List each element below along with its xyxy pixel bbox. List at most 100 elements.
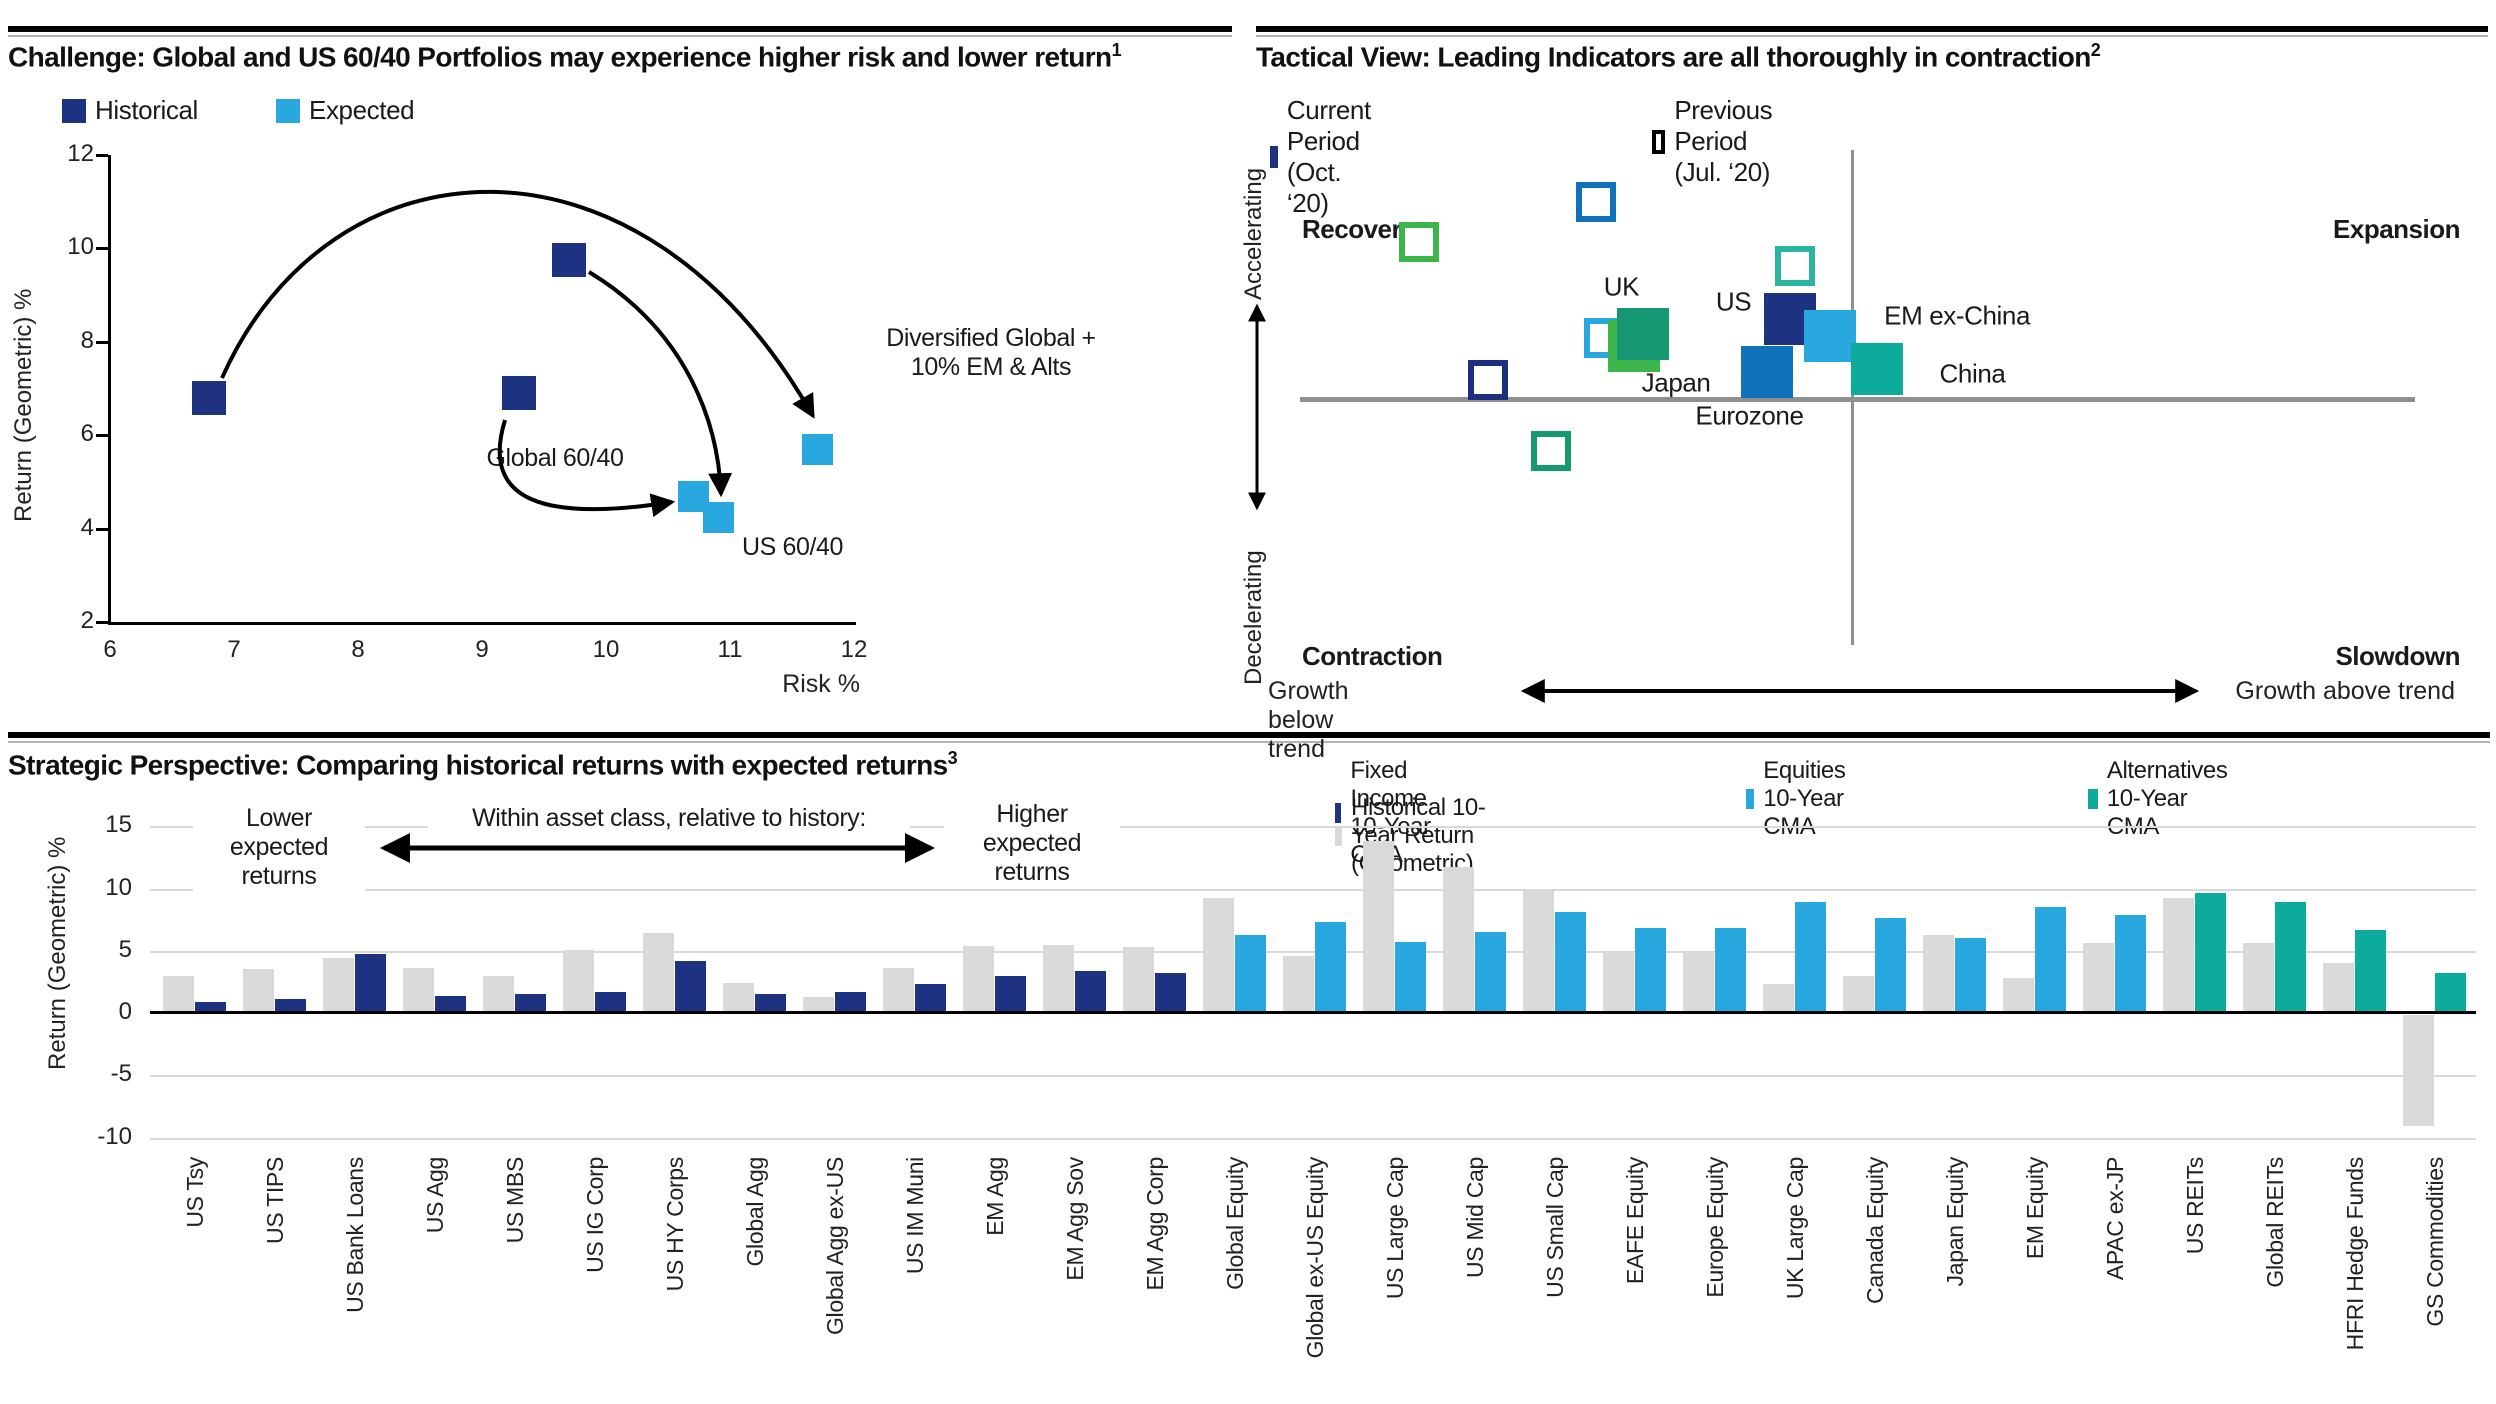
legend-swatch-current-period-oct-20 bbox=[1270, 146, 1278, 168]
marker-current-eurozone bbox=[1741, 345, 1794, 398]
marker-current-china bbox=[1850, 343, 1903, 396]
category-label-us-reits: US REITs bbox=[2182, 1157, 2208, 1255]
bar-historical-us-agg bbox=[403, 968, 434, 1013]
category-label-em-agg-sov: EM Agg Sov bbox=[1062, 1157, 1088, 1281]
bar-cma-em-agg-corp bbox=[1155, 973, 1186, 1013]
bar-historical-us-reits bbox=[2163, 898, 2194, 1013]
challenge-footnote-marker: 1 bbox=[1111, 40, 1122, 60]
bar-cma-global-reits bbox=[2275, 902, 2306, 1013]
category-label-global-agg-ex-us: Global Agg ex-US bbox=[822, 1157, 848, 1336]
scatter-x-tick-label-6: 6 bbox=[103, 636, 117, 663]
legend-item-historical-10-year-return-geometric: Historical 10-Year Return (Geometric) bbox=[1335, 794, 1486, 878]
bar-cma-eafe-equity bbox=[1635, 928, 1666, 1013]
legend-swatch-previous-period-jul-20 bbox=[1652, 129, 1666, 154]
tactical-title-text: Tactical View: Leading Indicators are al… bbox=[1256, 41, 2091, 73]
category-label-us-agg: US Agg bbox=[422, 1157, 448, 1234]
legend-item-alternatives-10-year-cma: Alternatives 10-Year CMA bbox=[2088, 757, 2238, 841]
category-label-us-small-cap: US Small Cap bbox=[1542, 1157, 1568, 1298]
quadrant-label-contraction: Contraction bbox=[1302, 641, 1443, 671]
scatter-y-axis-title: Return (Geometric) % bbox=[10, 288, 37, 522]
legend-swatch-fixed-income-10-year-cma bbox=[1335, 803, 1342, 823]
bar-cma-em-equity bbox=[2035, 907, 2066, 1013]
annotation-us-6040: US 60/40 bbox=[742, 533, 844, 561]
strategic-title: Strategic Perspective: Comparing histori… bbox=[8, 748, 1408, 781]
gridline--10 bbox=[150, 1137, 2476, 1140]
gridline-15 bbox=[150, 826, 2476, 829]
quadrant-label-slowdown: Slowdown bbox=[2335, 641, 2460, 671]
bar-historical-em-agg-sov bbox=[1043, 944, 1074, 1013]
bar-historical-hfri-hedge-funds bbox=[2323, 963, 2354, 1013]
tactical-title: Tactical View: Leading Indicators are al… bbox=[1256, 40, 2488, 73]
divider-bottom-gray bbox=[8, 741, 2490, 743]
legend-swatch-alternatives-10-year-cma bbox=[2088, 789, 2098, 809]
marker-label-em-ex-china: EM ex-China bbox=[1884, 300, 2031, 331]
marker-label-us: US bbox=[1715, 286, 1752, 317]
bar-historical-global-equity bbox=[1203, 898, 1234, 1013]
bar-y-tick-label-10: 10 bbox=[105, 873, 132, 901]
scatter-y-tick-label-12: 12 bbox=[67, 140, 94, 167]
scatter-x-tick-label-11: 11 bbox=[717, 636, 743, 663]
bar-zero-axis-line bbox=[150, 1011, 2476, 1014]
category-label-us-im-muni: US IM Muni bbox=[902, 1157, 928, 1275]
marker-current-em-ex-china bbox=[1804, 309, 1857, 362]
marker-label-china: China bbox=[1939, 358, 2006, 389]
category-label-em-agg-corp: EM Agg Corp bbox=[1142, 1157, 1168, 1291]
bar-cma-us-ig-corp bbox=[595, 991, 626, 1013]
gridline-5 bbox=[150, 950, 2476, 953]
marker-previous-blue bbox=[1575, 181, 1616, 222]
category-label-eafe-equity: EAFE Equity bbox=[1622, 1157, 1648, 1285]
divider-top-right-black bbox=[1256, 26, 2488, 32]
bar-y-tick-label-0: 0 bbox=[118, 998, 132, 1025]
bar-cma-uk-large-cap bbox=[1795, 902, 1826, 1013]
marker-label-uk: UK bbox=[1603, 271, 1640, 302]
scatter-y-tick-mark-4 bbox=[96, 527, 108, 531]
bar-cma-global-agg bbox=[755, 994, 786, 1013]
scatter-x-tick-label-10: 10 bbox=[592, 636, 620, 663]
scatter-y-tick-label-8: 8 bbox=[80, 326, 94, 354]
category-label-us-ig-corp: US IG Corp bbox=[582, 1157, 608, 1273]
category-label-us-tips: US TIPS bbox=[262, 1157, 288, 1244]
tactical-footnote-marker: 2 bbox=[2090, 40, 2101, 60]
category-label-apac-ex-jp: APAC ex-JP bbox=[2102, 1157, 2128, 1281]
scatter-y-tick-label-10: 10 bbox=[67, 233, 94, 261]
scatter-y-tick-label-2: 2 bbox=[80, 607, 94, 634]
bar-historical-apac-ex-jp bbox=[2083, 943, 2114, 1013]
bar-historical-uk-large-cap bbox=[1763, 984, 1794, 1013]
gridline-10 bbox=[150, 888, 2476, 891]
legend-swatch-equities-10-year-cma bbox=[1746, 789, 1755, 809]
legend-label-equities-10-year-cma: Equities 10-Year CMA bbox=[1763, 757, 1846, 840]
legend-item-historical: Historical bbox=[62, 95, 198, 126]
scatter-x-tick-label-9: 9 bbox=[475, 636, 489, 663]
bar-cma-hfri-hedge-funds bbox=[2355, 929, 2386, 1013]
scatter-x-tick-label-8: 8 bbox=[351, 636, 365, 663]
scatter-y-tick-mark-12 bbox=[96, 154, 108, 157]
bar-historical-global-reits bbox=[2243, 943, 2274, 1013]
bar-y-tick-label-15: 15 bbox=[105, 811, 132, 839]
category-label-europe-equity: Europe Equity bbox=[1702, 1157, 1728, 1298]
bar-y-tick-label--5: -5 bbox=[110, 1060, 132, 1088]
strategic-footnote-marker: 3 bbox=[947, 748, 958, 768]
scatter-y-tick-label-4: 4 bbox=[80, 513, 94, 541]
divider-bottom-black bbox=[8, 732, 2490, 738]
x-axis-label-growth-below: Growth below trend bbox=[1268, 677, 1349, 763]
category-label-global-ex-us-equity: Global ex-US Equity bbox=[1302, 1157, 1328, 1359]
category-label-us-bank-loans: US Bank Loans bbox=[342, 1157, 368, 1313]
scatter-point-expected-1 bbox=[702, 501, 734, 533]
scatter-y-axis-line bbox=[108, 155, 111, 624]
bar-cma-global-agg-ex-us bbox=[835, 991, 866, 1013]
category-label-us-mbs: US MBS bbox=[502, 1157, 528, 1244]
bar-cma-us-mbs bbox=[515, 994, 546, 1013]
bar-historical-us-tips bbox=[243, 969, 274, 1013]
bar-historical-us-mbs bbox=[483, 975, 514, 1013]
bar-cma-us-reits bbox=[2195, 893, 2226, 1013]
bar-historical-us-small-cap bbox=[1523, 889, 1554, 1013]
scatter-x-tick-label-7: 7 bbox=[227, 636, 241, 663]
scatter-y-tick-mark-6 bbox=[96, 434, 108, 438]
category-label-gs-commodities: GS Commodities bbox=[2422, 1157, 2448, 1327]
marker-previous-navy bbox=[1467, 359, 1508, 400]
scatter-point-expected-2 bbox=[801, 434, 833, 466]
marker-previous-green bbox=[1399, 222, 1440, 263]
legend-label-previous-period-jul-20: Previous Period (Jul. ‘20) bbox=[1674, 95, 1773, 187]
divider-top-left-black bbox=[8, 26, 1232, 32]
legend-swatch-expected bbox=[276, 98, 300, 123]
